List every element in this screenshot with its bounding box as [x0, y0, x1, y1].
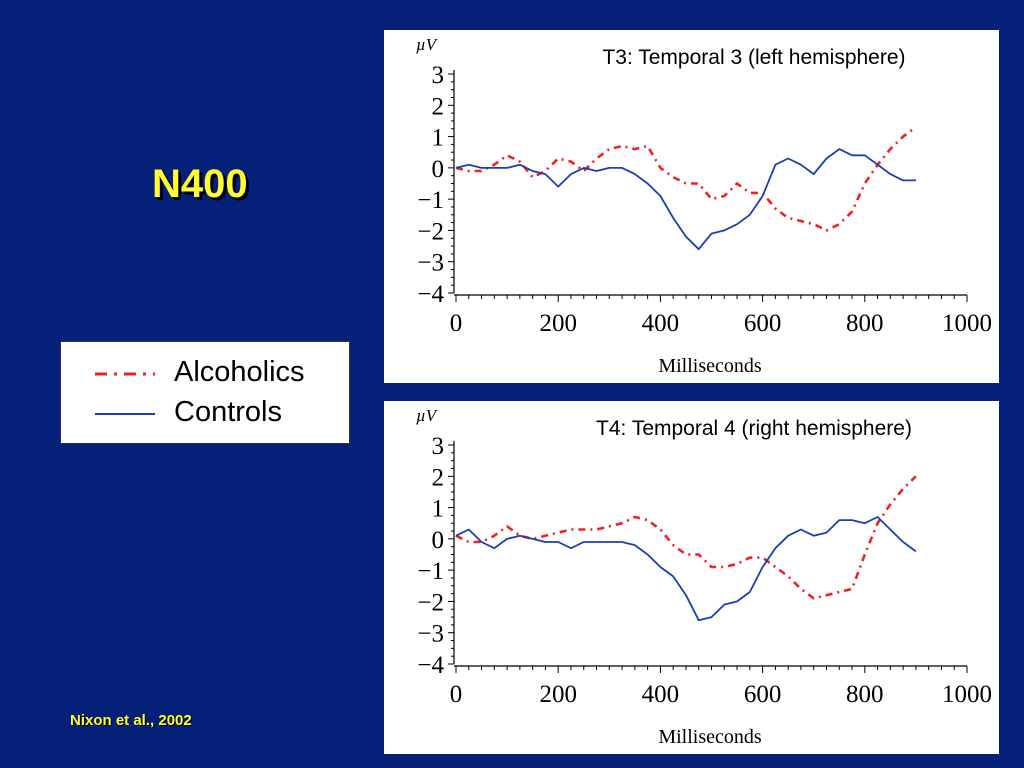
y-tick-label: −3	[417, 250, 444, 277]
y-tick-label: −3	[417, 621, 444, 648]
y-unit-label: µV	[416, 35, 439, 54]
x-axis-label: Milliseconds	[658, 726, 762, 748]
legend-label-alcoholics: Alcoholics	[174, 356, 305, 388]
series-line-alcoholics	[455, 126, 917, 232]
chart-t4: T4: Temporal 4 (right hemisphere) µV 0 200 4…	[416, 406, 992, 748]
slide-title: N400	[152, 162, 248, 206]
chart-title: T4: Temporal 4 (right hemisphere)	[596, 417, 912, 440]
y-tick-label: 0	[432, 156, 445, 183]
y-tick-label: 0	[432, 527, 445, 554]
chart-t3: T3: Temporal 3 (left hemisphere) µV 0 200 40…	[416, 35, 992, 377]
x-tick-label: 800	[846, 310, 884, 337]
y-tick-label: −4	[417, 652, 444, 679]
x-tick-label: 1000	[942, 310, 992, 337]
series-line-controls	[455, 516, 917, 622]
y-tick-label: −4	[417, 281, 444, 308]
legend: Alcoholics Controls	[60, 341, 350, 444]
series-line-controls	[455, 148, 916, 251]
y-tick-label: 2	[432, 464, 445, 491]
chart-panel-t4: T4: Temporal 4 (right hemisphere) µV 0 200 4…	[384, 401, 999, 754]
x-tick-label: 800	[846, 681, 884, 708]
y-tick-label: −2	[417, 218, 444, 245]
y-tick-label: 1	[432, 496, 445, 523]
y-tick-label: 2	[432, 93, 445, 120]
y-tick-label: 3	[432, 62, 445, 89]
y-tick-label: −1	[417, 187, 444, 214]
x-tick-label: 600	[744, 310, 782, 337]
x-tick-label: 600	[744, 681, 782, 708]
x-tick-label: 200	[539, 310, 577, 337]
y-tick-label: 1	[432, 125, 445, 152]
legend-label-controls: Controls	[174, 396, 282, 428]
x-tick-label: 0	[450, 681, 463, 708]
y-unit-label: µV	[416, 406, 439, 425]
y-tick-label: 3	[432, 433, 445, 460]
x-tick-label: 1000	[942, 681, 992, 708]
x-axis-label: Milliseconds	[658, 355, 762, 377]
solid-line-swatch	[95, 413, 155, 415]
chart-panel-t3: T3: Temporal 3 (left hemisphere) µV 0 200 40…	[384, 30, 999, 383]
legend-item-controls: Controls	[61, 396, 349, 432]
dash-dot-line-swatch	[95, 372, 155, 376]
x-tick-label: 400	[642, 681, 680, 708]
y-tick-label: −1	[417, 558, 444, 585]
chart-title: T3: Temporal 3 (left hemisphere)	[602, 46, 905, 69]
legend-item-alcoholics: Alcoholics	[61, 356, 349, 392]
citation: Nixon et al., 2002	[70, 712, 192, 729]
x-tick-label: 400	[642, 310, 680, 337]
x-tick-label: 200	[539, 681, 577, 708]
y-tick-label: −2	[417, 589, 444, 616]
x-tick-label: 0	[450, 310, 463, 337]
